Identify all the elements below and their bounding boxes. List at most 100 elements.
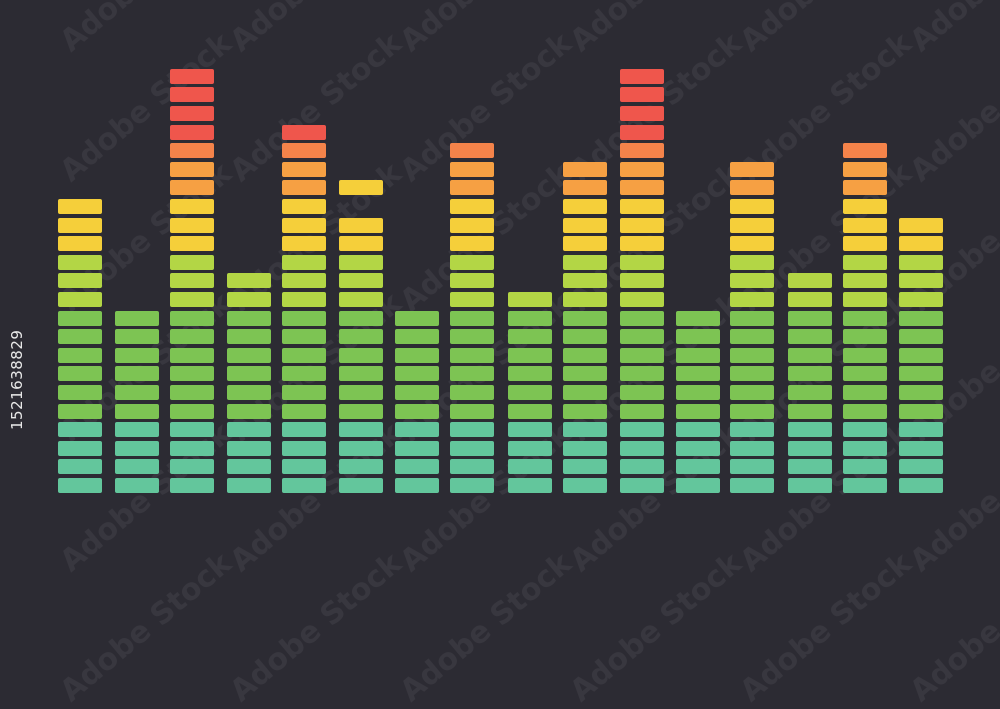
eq-bar-5-segment [282,217,326,233]
eq-bar-9-segment [508,440,552,456]
eq-bar-4-segment [227,366,271,382]
eq-bar-7-segment [395,310,439,326]
eq-bar-10-segment [563,310,607,326]
eq-bar-3-segment [170,236,214,252]
eq-bar-11-segment [620,161,664,177]
eq-bar-1-segment [58,273,102,289]
eq-bar-2-segment [115,403,159,419]
eq-bar-12-segment [676,366,720,382]
eq-bar-3-segment [170,254,214,270]
eq-bar-12-segment [676,478,720,493]
eq-bar-6-segment [339,422,383,438]
eq-bar-11-segment [620,422,664,438]
eq-bar-10-segment [563,403,607,419]
eq-bar-2-segment [115,440,159,456]
stock-id-label: 1521638829 [8,329,26,430]
eq-bar-15-segment [843,143,887,159]
eq-bar-14-segment [788,403,832,419]
eq-bar-10-segment [563,292,607,307]
eq-bar-5-segment [282,236,326,252]
eq-bar-15-segment [843,459,887,475]
eq-bar-9-segment [508,329,552,345]
eq-bar-16-segment [899,254,943,270]
eq-bar-16-segment [899,422,943,438]
eq-bar-14-segment [788,310,832,326]
eq-bar-12-segment [676,385,720,400]
eq-bar-11-segment [620,273,664,289]
eq-bar-6-segment [339,254,383,270]
eq-bar-15-segment [843,329,887,345]
equalizer [58,68,943,493]
eq-bar-11-segment [620,478,664,493]
eq-bar-15-segment [843,310,887,326]
eq-bar-5-segment [282,459,326,475]
eq-bar-2-segment [115,366,159,382]
eq-bar-10-segment [563,180,607,196]
eq-bar-16-segment [899,273,943,289]
eq-bar-8-segment [450,385,494,400]
eq-bar-1-segment [58,292,102,307]
eq-bar-5-segment [282,385,326,400]
eq-bar-5-segment [282,329,326,345]
eq-bar-8-segment [450,273,494,289]
eq-bar-15-segment [843,180,887,196]
eq-bar-13-segment [730,347,774,363]
eq-bar-6-segment [339,236,383,252]
eq-bar-3-segment [170,87,214,103]
eq-bar-6-segment [339,273,383,289]
eq-bar-5-segment [282,347,326,363]
eq-bar-5-segment [282,422,326,438]
eq-bar-11-segment [620,403,664,419]
eq-bar-11-segment [620,217,664,233]
eq-bar-9-segment [508,310,552,326]
eq-bar-12-segment [676,403,720,419]
eq-bar-14-segment [788,347,832,363]
eq-bar-9-segment [508,292,552,307]
eq-bar-15-segment [843,385,887,400]
eq-bar-4-segment [227,403,271,419]
eq-bar-7-segment [395,478,439,493]
eq-bar-3-segment [170,347,214,363]
eq-bar-16-segment [899,329,943,345]
eq-bar-11-segment [620,124,664,140]
eq-bar-13-segment [730,422,774,438]
eq-bar-5-segment [282,143,326,159]
eq-bar-1-segment [58,199,102,214]
eq-bar-4-segment [227,273,271,289]
eq-bar-13-segment [730,273,774,289]
eq-bar-5-segment [282,478,326,493]
eq-bar-16-segment [899,440,943,456]
eq-bar-10-segment [563,385,607,400]
eq-bar-15-segment [843,217,887,233]
eq-bar-13-segment [730,236,774,252]
eq-bar-4-segment [227,478,271,493]
eq-bar-6-peak [339,180,383,196]
eq-bar-7-segment [395,366,439,382]
eq-bar-11-segment [620,68,664,84]
eq-bar-13-segment [730,217,774,233]
eq-bar-5-segment [282,161,326,177]
eq-bar-3-segment [170,199,214,214]
eq-bar-7-segment [395,440,439,456]
eq-bar-10-segment [563,236,607,252]
eq-bar-16-segment [899,236,943,252]
eq-bar-15-segment [843,254,887,270]
eq-bar-15-segment [843,422,887,438]
watermark-text: Adobe Stock [733,545,919,709]
eq-bar-10-segment [563,199,607,214]
eq-bar-13-segment [730,366,774,382]
eq-bar-11-segment [620,180,664,196]
eq-bar-13-segment [730,161,774,177]
eq-bar-5-segment [282,403,326,419]
eq-bar-4-segment [227,310,271,326]
eq-bar-9-segment [508,422,552,438]
eq-bar-8-segment [450,329,494,345]
eq-bar-8-segment [450,236,494,252]
eq-bar-12-segment [676,347,720,363]
eq-bar-8-segment [450,161,494,177]
eq-bar-7-segment [395,459,439,475]
eq-bar-10-segment [563,273,607,289]
eq-bar-6-segment [339,478,383,493]
eq-bar-8-segment [450,440,494,456]
eq-bar-1-segment [58,440,102,456]
